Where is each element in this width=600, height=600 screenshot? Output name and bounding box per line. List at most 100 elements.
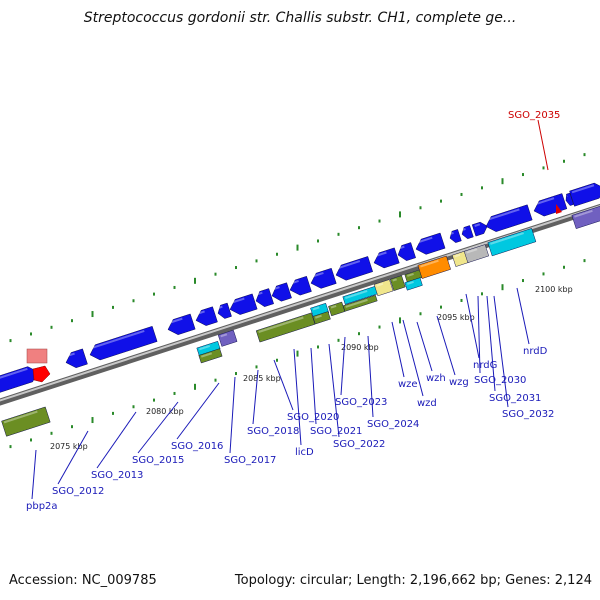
gene-label[interactable]: SGO_2030 (474, 375, 526, 386)
cds-arrow[interactable] (228, 293, 258, 317)
cds-arrow[interactable] (460, 225, 474, 240)
feature-box[interactable] (404, 277, 423, 291)
pink-feature[interactable] (26, 348, 48, 364)
sgo2035-marker[interactable] (556, 204, 562, 214)
feature-box-shape[interactable] (571, 205, 600, 229)
cds-arrow-shape[interactable] (270, 282, 292, 304)
cds-arrow[interactable] (216, 302, 232, 320)
cds-arrow[interactable] (564, 192, 574, 206)
feature-box[interactable] (463, 244, 490, 263)
feature-box-shape[interactable] (417, 255, 451, 279)
feature-box[interactable] (255, 312, 316, 343)
cds-arrow[interactable] (194, 306, 218, 328)
gene-label[interactable]: nrdD (523, 346, 548, 357)
cds-arrow[interactable] (448, 229, 462, 243)
cds-arrow-shape[interactable] (288, 276, 312, 297)
cds-arrow[interactable] (484, 204, 533, 234)
cds-arrow-shape[interactable] (532, 193, 568, 219)
gene-label[interactable]: wze (398, 379, 418, 390)
gene-label[interactable]: SGO_2020 (287, 412, 339, 423)
cds-arrow[interactable] (532, 193, 568, 219)
feature-box-shape[interactable] (255, 312, 316, 343)
cds-arrow[interactable] (334, 256, 373, 282)
feature-box[interactable] (312, 311, 331, 325)
feature-box[interactable] (196, 341, 221, 356)
feature-box[interactable] (198, 348, 223, 364)
feature-box-shape[interactable] (312, 311, 331, 325)
cds-arrow[interactable] (471, 220, 489, 237)
gene-label[interactable]: SGO_2031 (489, 393, 541, 404)
gene-label[interactable]: SGO_2012 (52, 486, 104, 497)
gene-label[interactable]: pbp2a (26, 501, 58, 512)
gene-label[interactable]: SGO_2024 (367, 419, 419, 430)
cds-arrow-shape[interactable] (334, 256, 373, 282)
gene-label[interactable]: SGO_2032 (502, 409, 554, 420)
cds-arrow-shape[interactable] (564, 192, 574, 206)
feature-box-shape[interactable] (198, 348, 223, 364)
feature-box-shape[interactable] (342, 294, 378, 312)
cds-arrow[interactable] (396, 242, 416, 263)
cds-arrow-shape[interactable] (484, 204, 533, 234)
feature-box-shape[interactable] (1, 406, 51, 437)
feature-box-shape[interactable] (389, 275, 406, 291)
feature-box-shape[interactable] (217, 329, 238, 347)
cds-arrow-shape[interactable] (372, 247, 400, 271)
gene-label[interactable]: SGO_2016 (171, 441, 223, 452)
feature-box[interactable] (373, 279, 394, 297)
cds-arrow[interactable] (569, 181, 600, 207)
gene-label[interactable]: nrdG (473, 360, 497, 371)
cds-arrow-shape[interactable] (216, 302, 232, 320)
cds-arrow-shape[interactable] (254, 288, 274, 309)
feature-box-shape[interactable] (328, 301, 346, 317)
feature-box[interactable] (389, 275, 406, 291)
gene-label[interactable]: licD (295, 447, 314, 458)
feature-box[interactable] (571, 205, 600, 229)
gene-label[interactable]: SGO_2013 (91, 470, 143, 481)
feature-box[interactable] (342, 294, 378, 312)
cds-arrow-shape[interactable] (309, 267, 337, 291)
feature-box-shape[interactable] (196, 341, 221, 356)
feature-box[interactable] (487, 228, 537, 257)
gene-label[interactable]: SGO_2015 (132, 455, 184, 466)
feature-box-shape[interactable] (487, 228, 537, 257)
gene-label[interactable]: wzg (449, 377, 469, 388)
cds-arrow[interactable] (309, 267, 337, 291)
feature-box-shape[interactable] (404, 277, 423, 291)
cds-arrow[interactable] (254, 288, 274, 309)
gene-label[interactable]: SGO_2023 (335, 397, 387, 408)
feature-box[interactable] (1, 406, 51, 437)
gene-label[interactable]: SGO_2022 (333, 439, 385, 450)
cds-arrow-shape[interactable] (228, 293, 258, 317)
gene-label[interactable]: SGO_2018 (247, 426, 299, 437)
cds-arrow-shape[interactable] (64, 348, 88, 370)
red-feature[interactable] (32, 365, 51, 383)
gene-label[interactable]: SGO_2021 (310, 426, 362, 437)
cds-arrow[interactable] (288, 276, 312, 297)
gene-label[interactable]: SGO_2017 (224, 455, 276, 466)
cds-arrow-shape[interactable] (396, 242, 416, 263)
cds-arrow-shape[interactable] (194, 306, 218, 328)
feature-box[interactable] (217, 329, 238, 347)
cds-arrow[interactable] (270, 282, 292, 304)
cds-arrow[interactable] (64, 348, 88, 370)
cds-arrow[interactable] (166, 313, 196, 337)
cds-arrow-shape[interactable] (460, 225, 474, 240)
gene-label[interactable]: wzh (426, 373, 446, 384)
feature-box-shape[interactable] (373, 279, 394, 297)
gene-labels[interactable]: pbp2aSGO_2012SGO_2013SGO_2015SGO_2016SGO… (26, 110, 560, 512)
cds-arrow-shape[interactable] (569, 181, 600, 207)
cds-arrow[interactable] (88, 326, 158, 362)
feature-box[interactable] (328, 301, 346, 317)
feature-box[interactable] (417, 255, 451, 279)
cds-arrow-shape[interactable] (448, 229, 462, 243)
gene-label-highlighted[interactable]: SGO_2035 (508, 110, 560, 121)
cds-arrow-shape[interactable] (88, 326, 158, 362)
cds-arrow-shape[interactable] (471, 220, 489, 237)
gene-features[interactable] (0, 181, 600, 437)
cds-arrow[interactable] (372, 247, 400, 271)
cds-arrow[interactable] (414, 232, 446, 257)
feature-box-shape[interactable] (463, 244, 490, 263)
cds-arrow-shape[interactable] (166, 313, 196, 337)
gene-label[interactable]: wzd (417, 398, 437, 409)
